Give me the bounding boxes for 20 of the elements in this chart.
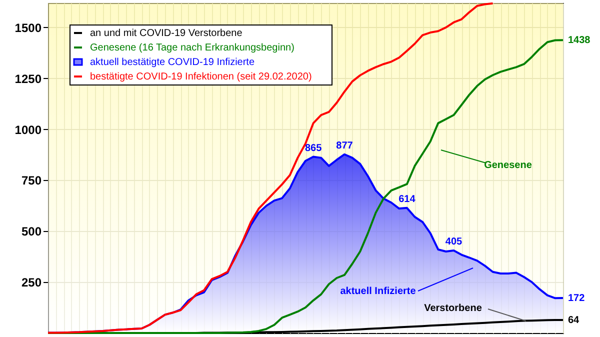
data-label: 865 — [304, 142, 322, 154]
data-label: 64 — [568, 314, 580, 326]
y-tick-label: 750 — [21, 174, 42, 188]
y-tick-label: 500 — [21, 224, 42, 239]
y-tick-label: 250 — [21, 276, 42, 290]
legend-label: bestätigte COVID-19 Infektionen (seit 29.02.2020) — [90, 72, 312, 82]
y-tick-label: 1000 — [14, 122, 42, 137]
y-tick-label: 1500 — [14, 20, 42, 35]
data-label: 1438 — [568, 35, 591, 46]
data-label: 877 — [336, 140, 354, 152]
y-tick-label: 1250 — [14, 72, 42, 86]
annotation: Genesene — [484, 160, 532, 171]
legend-label: Genesene (16 Tage nach Erkrankungsbeginn) — [90, 42, 294, 54]
data-label: 614 — [398, 194, 416, 205]
data-label: 172 — [568, 292, 586, 304]
annotation: aktuell Infizierte — [340, 286, 416, 297]
legend-label: an und mit COVID-19 Verstorbene — [90, 28, 243, 39]
data-label: 405 — [445, 236, 463, 248]
legend-label: aktuell bestätigte COVID-19 Infizierte — [90, 57, 255, 68]
annotation: Verstorbene — [424, 303, 482, 314]
